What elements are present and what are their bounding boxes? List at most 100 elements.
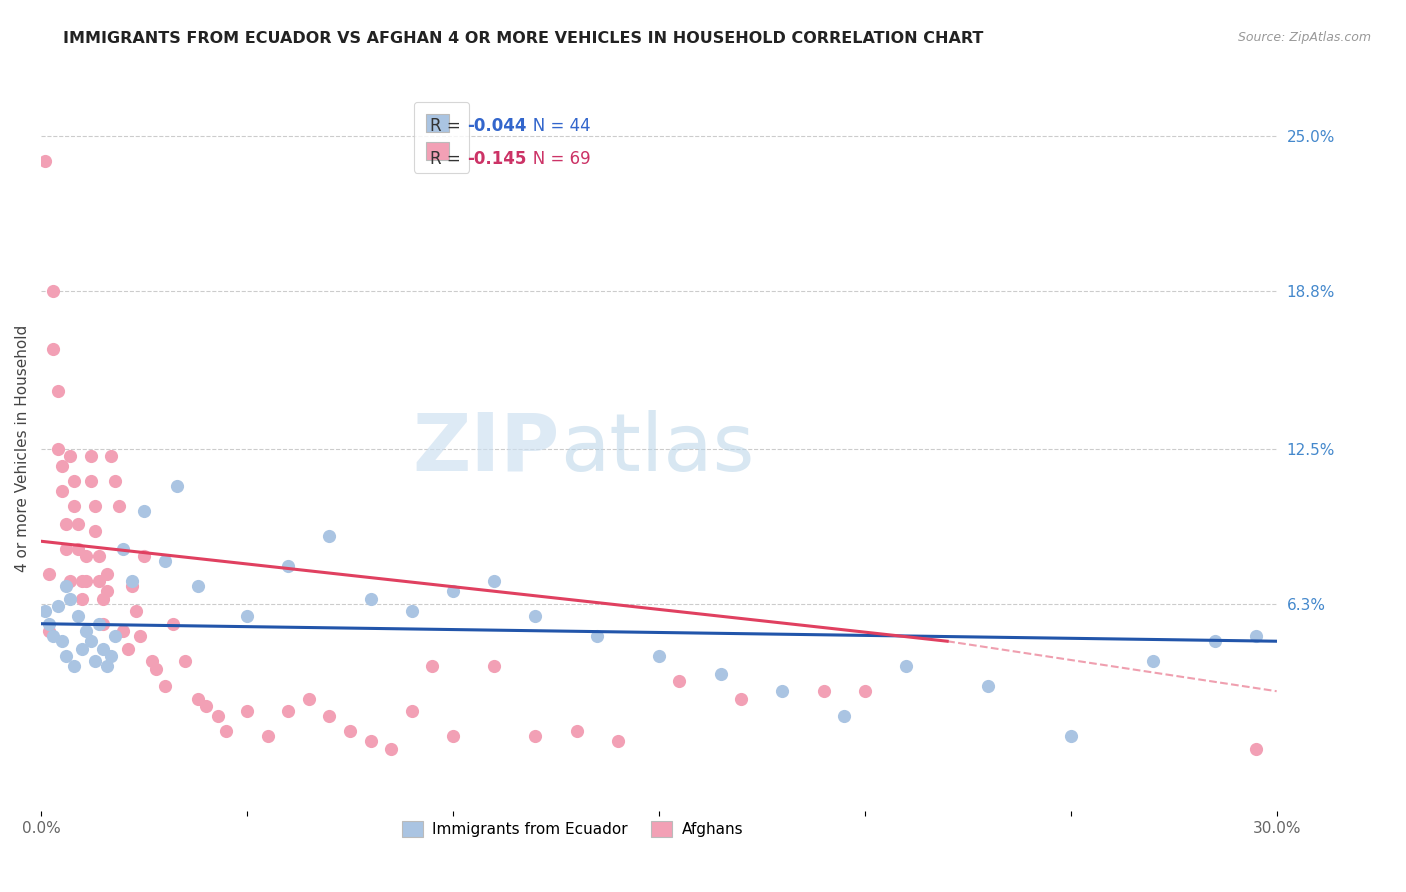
Point (441, 584, 464, 599)
Point (153, 679, 176, 693)
Text: ZIP: ZIP (413, 409, 560, 488)
Y-axis label: 4 or more Vehicles in Household: 4 or more Vehicles in Household (15, 326, 30, 573)
Point (318, 709, 340, 723)
Point (606, 734, 628, 748)
Point (207, 709, 229, 723)
Point (813, 684, 835, 698)
Point (380, 741, 402, 756)
Point (87, 549, 110, 564)
Point (87, 616, 110, 631)
Point (46, 384, 69, 399)
Point (1244, 629, 1267, 643)
Point (96, 566, 118, 581)
Point (360, 734, 382, 748)
Point (668, 674, 690, 689)
Point (42, 629, 65, 643)
Point (339, 724, 361, 739)
Point (565, 724, 588, 739)
Point (59, 591, 82, 606)
Point (256, 729, 278, 743)
Point (401, 604, 423, 618)
Point (141, 654, 163, 668)
Point (236, 704, 259, 718)
Point (125, 604, 148, 618)
Point (772, 684, 794, 698)
Point (832, 709, 855, 723)
Point (63, 475, 86, 489)
Point (55, 579, 77, 593)
Point (46, 599, 69, 614)
Point (129, 629, 152, 643)
Point (59, 574, 82, 589)
Text: atlas: atlas (560, 409, 755, 488)
Point (1204, 634, 1226, 648)
Point (75, 549, 97, 564)
Point (277, 704, 299, 718)
Point (162, 616, 184, 631)
Point (87, 574, 110, 589)
Point (132, 504, 155, 518)
Point (524, 729, 547, 743)
Point (83, 500, 105, 514)
Text: Source: ZipAtlas.com: Source: ZipAtlas.com (1237, 31, 1371, 45)
Text: N = 44: N = 44 (517, 117, 591, 136)
Point (75, 624, 97, 639)
Point (100, 450, 122, 464)
Text: R =: R = (430, 117, 467, 136)
Point (42, 285, 65, 299)
Point (96, 584, 118, 599)
Point (72, 591, 94, 606)
Point (277, 559, 299, 574)
Point (46, 442, 69, 456)
Point (441, 729, 464, 743)
Point (72, 574, 94, 589)
Point (112, 624, 135, 639)
Point (51, 634, 73, 648)
Point (318, 529, 340, 543)
Point (112, 541, 135, 556)
Point (482, 659, 505, 673)
Point (79, 450, 101, 464)
Legend: Immigrants from Ecuador, Afghans: Immigrants from Ecuador, Afghans (395, 815, 749, 844)
Point (360, 591, 382, 606)
Point (174, 654, 197, 668)
Point (100, 649, 122, 664)
Point (215, 724, 238, 739)
Point (51, 459, 73, 474)
Point (1142, 654, 1164, 668)
Point (38, 566, 60, 581)
Text: N = 69: N = 69 (517, 150, 591, 168)
Point (79, 634, 101, 648)
Point (482, 574, 505, 589)
Point (1060, 729, 1083, 743)
Point (117, 641, 139, 656)
Point (79, 475, 101, 489)
Point (586, 629, 609, 643)
Point (96, 659, 118, 673)
Text: -0.044: -0.044 (467, 117, 527, 136)
Point (132, 549, 155, 564)
Point (63, 500, 86, 514)
Point (104, 629, 127, 643)
Point (42, 342, 65, 356)
Point (401, 704, 423, 718)
Point (83, 654, 105, 668)
Point (55, 516, 77, 531)
Point (83, 524, 105, 539)
Point (121, 574, 143, 589)
Point (730, 691, 752, 706)
Point (67, 541, 90, 556)
Point (153, 554, 176, 568)
Point (977, 679, 1000, 693)
Point (91, 641, 114, 656)
Text: IMMIGRANTS FROM ECUADOR VS AFGHAN 4 OR MORE VEHICLES IN HOUSEHOLD CORRELATION CH: IMMIGRANTS FROM ECUADOR VS AFGHAN 4 OR M… (63, 31, 984, 46)
Point (55, 541, 77, 556)
Point (104, 475, 127, 489)
Point (145, 662, 167, 676)
Point (298, 691, 321, 706)
Point (55, 649, 77, 664)
Point (194, 699, 217, 714)
Point (853, 684, 876, 698)
Point (67, 516, 90, 531)
Point (108, 500, 131, 514)
